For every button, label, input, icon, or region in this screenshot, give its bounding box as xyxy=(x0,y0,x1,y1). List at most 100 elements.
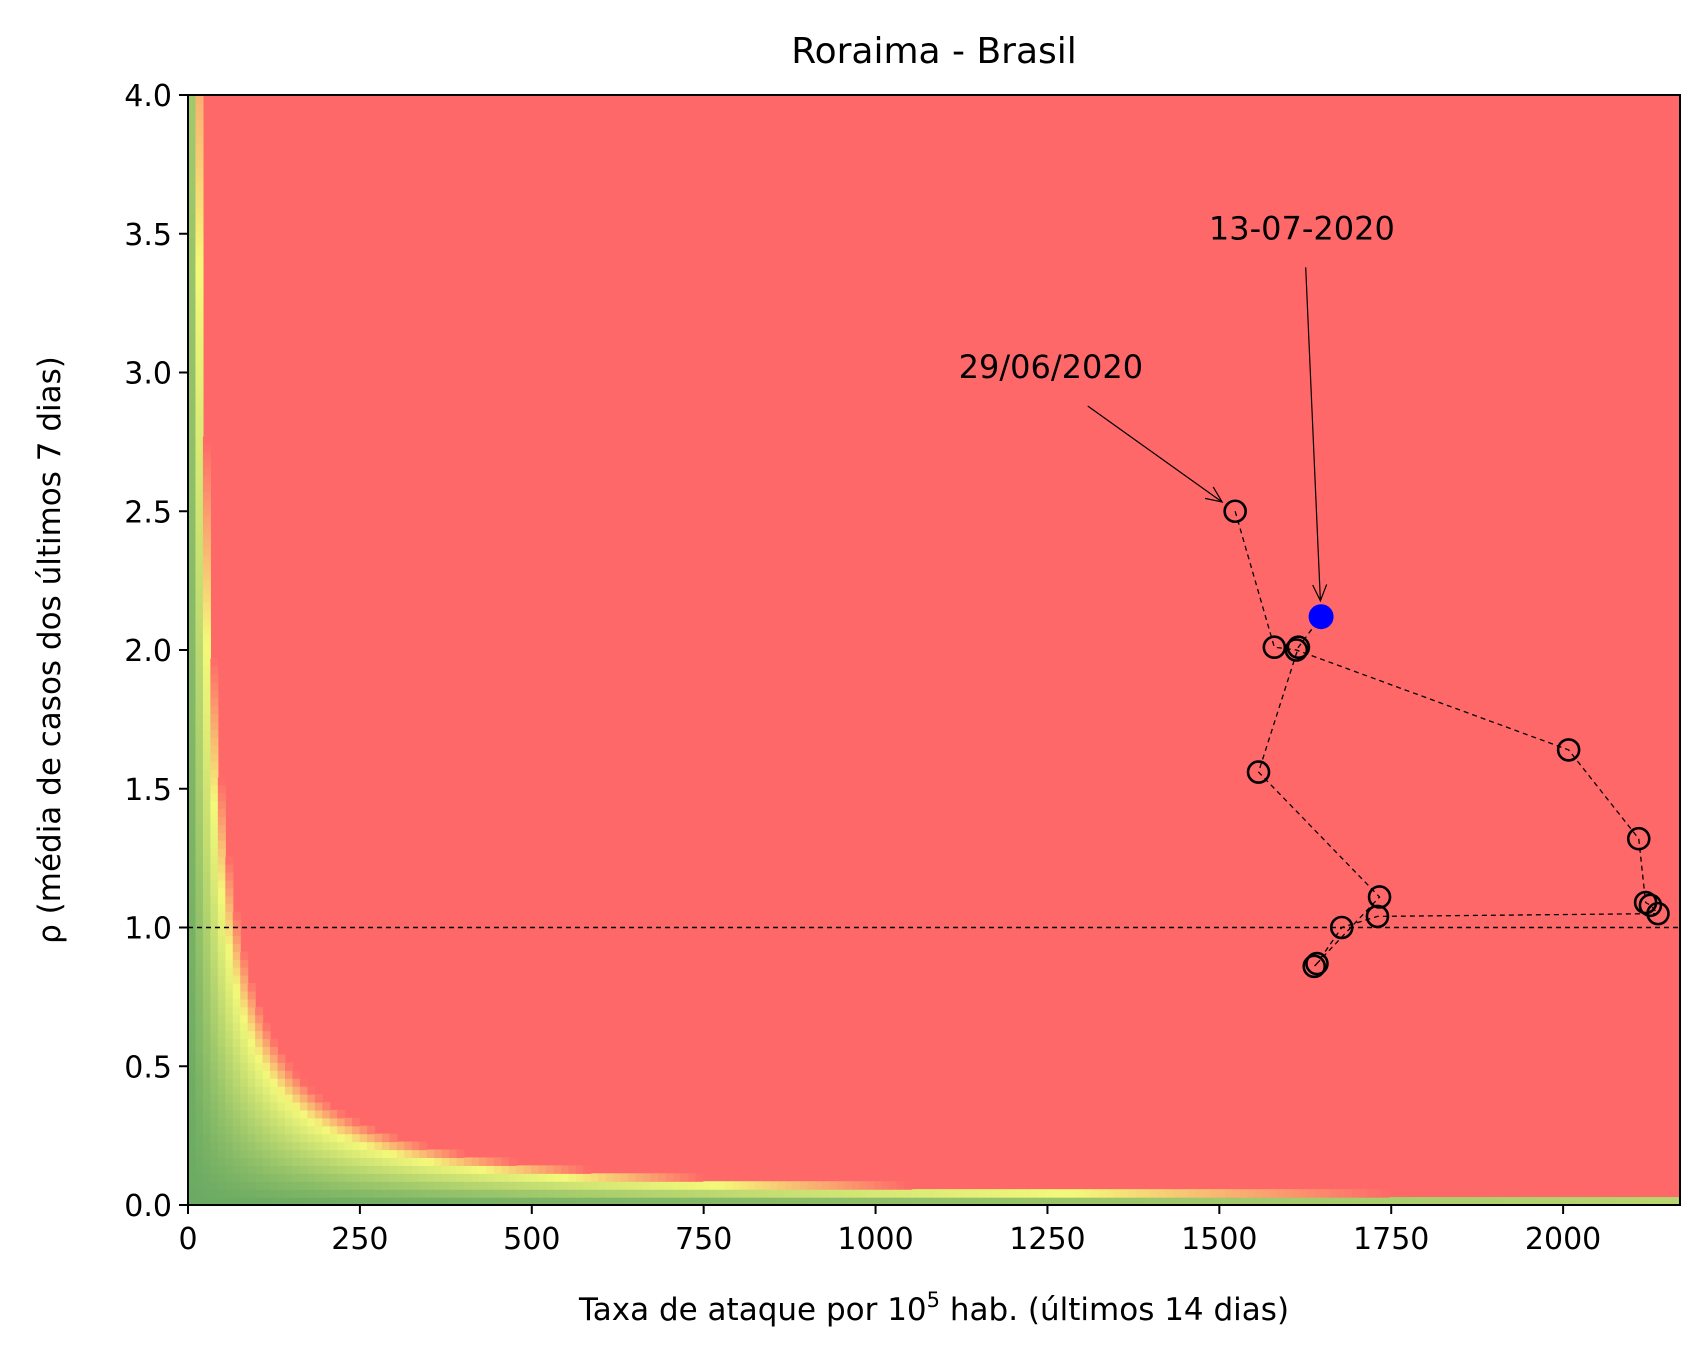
heatmap-cell xyxy=(270,1141,279,1151)
heatmap-cell xyxy=(284,1101,294,1111)
heatmap-cell xyxy=(1195,1189,1204,1198)
heatmap-cell xyxy=(217,1101,226,1111)
heatmap-cell xyxy=(1001,1189,1010,1198)
data-point-marker xyxy=(1302,954,1327,979)
heatmap-cell xyxy=(292,1181,301,1190)
heatmap-cell xyxy=(202,1038,211,1048)
heatmap-cell xyxy=(217,1117,226,1127)
data-markers xyxy=(1223,499,1670,979)
heatmap-cell xyxy=(284,1197,294,1205)
heatmap-cell xyxy=(322,1157,331,1166)
heatmap-cell xyxy=(232,1086,241,1095)
heatmap-cell xyxy=(188,943,197,952)
heatmap-cell xyxy=(202,539,211,548)
heatmap-cell xyxy=(262,1197,271,1205)
heatmap-cell xyxy=(202,1173,211,1182)
annotation-arrow xyxy=(1087,405,1223,503)
heatmap-cell xyxy=(195,221,204,231)
heatmap-cell xyxy=(344,1189,353,1198)
heatmap-cell xyxy=(352,1125,361,1135)
heatmap-cell xyxy=(374,1133,383,1143)
heatmap-cell xyxy=(508,1181,517,1190)
heatmap-cell xyxy=(202,650,211,659)
heatmap-cell xyxy=(188,1054,197,1063)
heatmap-cell xyxy=(478,1165,487,1174)
heatmap-cell xyxy=(195,657,204,667)
heatmap-cell xyxy=(307,1086,316,1095)
heatmap-cell xyxy=(501,1197,510,1205)
heatmap-cell xyxy=(434,1197,443,1205)
x-tick-label: 250 xyxy=(331,1222,388,1257)
heatmap-cell xyxy=(210,856,219,865)
heatmap-cell xyxy=(1247,1189,1256,1198)
heatmap-cell xyxy=(1583,1197,1592,1205)
heatmap-cell xyxy=(754,1197,764,1205)
heatmap-cell xyxy=(225,1006,234,1016)
heatmap-cell xyxy=(307,1197,316,1205)
heatmap-cell xyxy=(695,1181,704,1190)
heatmap-cell xyxy=(628,1173,637,1182)
heatmap-cell xyxy=(217,840,226,849)
heatmap-cell xyxy=(202,1149,211,1159)
heatmap-cell xyxy=(202,1094,211,1103)
heatmap-cell xyxy=(329,1197,338,1205)
heatmap-cell xyxy=(202,642,211,651)
heatmap-cell xyxy=(240,1141,249,1151)
x-tick-label: 1250 xyxy=(1009,1222,1085,1257)
heatmap-cell xyxy=(1262,1197,1271,1205)
heatmap-cell xyxy=(195,507,204,516)
heatmap-cell xyxy=(359,1133,368,1143)
heatmap-cell xyxy=(665,1197,674,1205)
heatmap-cell xyxy=(1262,1189,1271,1198)
heatmap-cell xyxy=(695,1173,704,1182)
heatmap-cell xyxy=(762,1181,771,1190)
heatmap-cell xyxy=(844,1189,853,1198)
heatmap-cell xyxy=(195,1197,204,1205)
heatmap-cell xyxy=(255,1038,264,1048)
heatmap-cell xyxy=(202,1125,211,1135)
heatmap-cell xyxy=(284,1117,294,1127)
heatmap-cell xyxy=(195,990,204,1000)
heatmap-cell xyxy=(561,1165,570,1174)
heatmap-cell xyxy=(911,1189,920,1198)
heatmap-cell xyxy=(195,491,204,500)
heatmap-cell xyxy=(762,1189,771,1198)
heatmap-cell xyxy=(202,657,211,667)
heatmap-cell xyxy=(1202,1197,1211,1205)
heatmap-cell xyxy=(538,1197,547,1205)
heatmap-cell xyxy=(381,1133,391,1143)
heatmap-cell xyxy=(195,1054,204,1063)
heatmap-cell xyxy=(217,1109,226,1119)
heatmap-cell xyxy=(217,872,226,881)
heatmap-cell xyxy=(680,1181,689,1190)
heatmap-cell xyxy=(195,872,204,881)
heatmap-cell xyxy=(225,1141,234,1151)
heatmap-cell xyxy=(210,768,219,778)
heatmap-cell xyxy=(217,1030,226,1040)
heatmap-cell xyxy=(284,1149,294,1159)
heatmap-cell xyxy=(1187,1197,1196,1205)
heatmap-cell xyxy=(1381,1189,1390,1198)
heatmap-cell xyxy=(217,943,226,952)
heatmap-cell xyxy=(359,1141,368,1151)
heatmap-cell xyxy=(247,1070,256,1079)
heatmap-cell xyxy=(210,848,219,857)
heatmap-cell xyxy=(575,1181,584,1190)
heatmap-cell xyxy=(314,1189,323,1198)
heatmap-cell xyxy=(255,1054,264,1063)
heatmap-cell xyxy=(210,1189,219,1198)
heatmap-cell xyxy=(329,1141,338,1151)
heatmap-cell xyxy=(210,951,219,960)
heatmap-cell xyxy=(1329,1189,1338,1198)
heatmap-cell xyxy=(456,1157,465,1166)
heatmap-cell xyxy=(202,1078,211,1087)
heatmap-cell xyxy=(225,887,234,897)
heatmap-cell xyxy=(232,911,241,921)
heatmap-cell xyxy=(188,245,197,255)
heatmap-cell xyxy=(225,998,234,1008)
heatmap-cell xyxy=(426,1189,435,1198)
heatmap-cell xyxy=(1456,1197,1465,1205)
heatmap-cell xyxy=(255,1133,264,1143)
heatmap-cell xyxy=(620,1197,629,1205)
heatmap-cell xyxy=(896,1181,905,1190)
